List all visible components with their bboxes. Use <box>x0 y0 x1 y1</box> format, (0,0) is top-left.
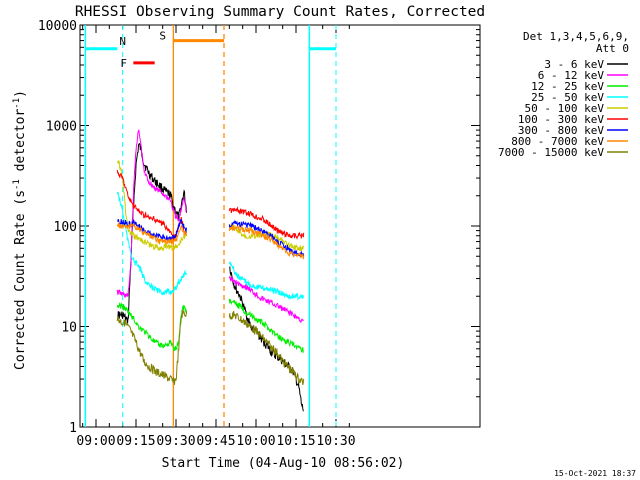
series-100-300-kev-line-1 <box>116 169 187 243</box>
legend-label: 300 - 800 keV <box>518 124 604 137</box>
x-tick-label: 09:45 <box>196 434 235 449</box>
y-tick-label: 100 <box>54 220 77 235</box>
legend-header-2: Att 0 <box>596 42 629 55</box>
x-tick-label: 10:15 <box>276 434 315 449</box>
series-50-100-kev-line-1 <box>116 160 187 252</box>
footer-timestamp: 15-Oct-2021 18:37 <box>554 469 636 478</box>
legend-label: 50 - 100 keV <box>525 102 605 115</box>
x-axis-label: Start Time (04-Aug-10 08:56:02) <box>162 456 405 471</box>
series-800-7000-kev-line-2 <box>228 224 305 260</box>
x-tick-label: 09:00 <box>76 434 115 449</box>
series-3-6-kev-line-2 <box>229 266 304 412</box>
chart-title: RHESSI Observing Summary Count Rates, Co… <box>75 4 485 20</box>
series-25-50-kev-line-1 <box>116 192 187 296</box>
legend-label: 800 - 7000 keV <box>511 135 604 148</box>
night-label: N <box>119 35 126 48</box>
legend-label: 12 - 25 keV <box>531 80 604 93</box>
series-7000-15000-kev-line-2 <box>228 310 305 386</box>
legend-label: 25 - 50 keV <box>531 91 604 104</box>
saa-label: S <box>159 30 166 43</box>
series-7000-15000-kev-line-1 <box>116 309 187 385</box>
legend-label: 6 - 12 keV <box>538 69 605 82</box>
y-axis-label: Corrected Count Rate (s-1 detector-1) <box>12 90 28 370</box>
x-tick-label: 09:30 <box>156 434 195 449</box>
series-800-7000-kev-line-1 <box>116 221 187 245</box>
legend-label: 3 - 6 keV <box>544 58 604 71</box>
series-6-12-kev-line-1 <box>116 129 187 299</box>
legend-label: 100 - 300 keV <box>518 113 604 126</box>
legend-label: 7000 - 15000 keV <box>498 146 604 159</box>
series-3-6-kev-line-1 <box>117 142 187 325</box>
series-12-25-kev-line-2 <box>228 298 304 353</box>
ylabel-mid: detector <box>13 109 28 180</box>
legend-header-1: Det 1,3,4,5,6,9, <box>523 30 629 43</box>
y-tick-label: 10000 <box>38 19 77 34</box>
y-tick-label: 1 <box>69 421 77 436</box>
y-tick-label: 10 <box>61 321 77 336</box>
ylabel-sup2: -1 <box>12 98 22 109</box>
plot-area: 1 10 100 1000 10000 09:00 09:15 09:30 09:45 10:00… <box>38 19 481 449</box>
series-12-25-kev-line-1 <box>116 302 187 352</box>
ylabel-main: Corrected Count Rate (s <box>13 190 28 370</box>
svg-text:Corrected Count Rate (s-1 dete: Corrected Count Rate (s-1 detector-1) <box>12 90 28 370</box>
x-tick-label: 10:00 <box>236 434 275 449</box>
series-100-300-kev-line-2 <box>228 206 305 240</box>
series-25-50-kev-line-2 <box>228 261 305 301</box>
flare-label: F <box>120 57 127 70</box>
y-tick-label: 1000 <box>46 120 77 135</box>
x-tick-label: 10:30 <box>316 434 355 449</box>
ylabel-sup1: -1 <box>12 179 22 190</box>
series-6-12-kev-line-2 <box>228 274 304 324</box>
ylabel-end: ) <box>13 90 28 98</box>
x-tick-label: 09:15 <box>116 434 155 449</box>
